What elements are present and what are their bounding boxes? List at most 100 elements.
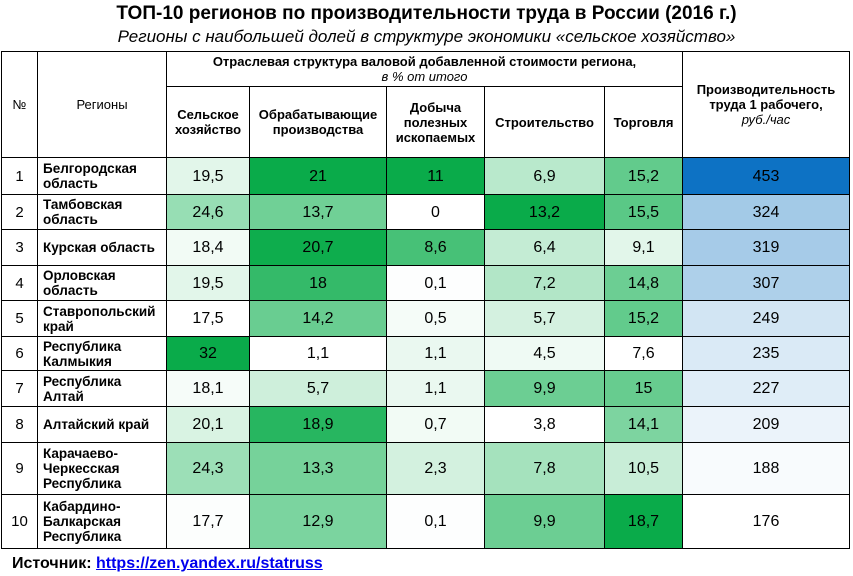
cell-trade: 15,2: [604, 157, 683, 195]
header-col-agriculture: Сельское хозяйство: [166, 86, 250, 158]
cell-trade: 15: [604, 370, 683, 407]
header-col-manufacturing: Обрабатывающие производства: [249, 86, 387, 158]
cell-manufacturing: 13,3: [249, 442, 387, 495]
cell-mining: 0,7: [386, 406, 485, 443]
region-name: Республика Алтай: [37, 370, 167, 407]
cell-productivity: 235: [682, 336, 850, 371]
table-row: 8 Алтайский край 20,1 18,9 0,7 3,8 14,1 209: [1, 406, 850, 443]
source-line: Источник: https://zen.yandex.ru/statruss: [12, 554, 323, 574]
cell-productivity: 176: [682, 494, 850, 549]
header-group: Отраслевая структура валовой добавленной…: [166, 51, 683, 87]
table-row: 3 Курская область 18,4 20,7 8,6 6,4 9,1 319: [1, 229, 850, 266]
cell-mining: 11: [386, 157, 485, 195]
row-number: 5: [1, 300, 38, 337]
row-number: 8: [1, 406, 38, 443]
cell-mining: 1,1: [386, 370, 485, 407]
cell-trade: 15,2: [604, 300, 683, 337]
header-col-trade: Торговля: [604, 86, 683, 158]
cell-agriculture: 18,4: [166, 229, 250, 266]
header-num: №: [1, 51, 38, 158]
cell-construction: 9,9: [484, 494, 605, 549]
cell-agriculture: 18,1: [166, 370, 250, 407]
chart-title: ТОП-10 регионов по производительности тр…: [116, 3, 737, 24]
region-name: Курская область: [37, 229, 167, 266]
header-productivity-label: Производительность труда 1 рабочего,: [696, 82, 836, 112]
cell-productivity: 453: [682, 157, 850, 195]
cell-mining: 0,1: [386, 494, 485, 549]
cell-productivity: 209: [682, 406, 850, 443]
cell-mining: 0,1: [386, 265, 485, 301]
cell-mining: 8,6: [386, 229, 485, 266]
header-col-mining: Добыча полезных ископаемых: [386, 86, 485, 158]
cell-manufacturing: 5,7: [249, 370, 387, 407]
cell-agriculture: 19,5: [166, 157, 250, 195]
cell-construction: 7,8: [484, 442, 605, 495]
cell-trade: 14,8: [604, 265, 683, 301]
table-row: 10 Кабардино-Балкарская Республика 17,7 12,…: [1, 494, 850, 549]
cell-mining: 0: [386, 194, 485, 230]
cell-construction: 6,4: [484, 229, 605, 266]
cell-agriculture: 17,7: [166, 494, 250, 549]
cell-trade: 7,6: [604, 336, 683, 371]
header-productivity-unit: руб./час: [741, 112, 791, 127]
cell-construction: 3,8: [484, 406, 605, 443]
cell-manufacturing: 20,7: [249, 229, 387, 266]
region-name: Алтайский край: [37, 406, 167, 443]
cell-construction: 13,2: [484, 194, 605, 230]
region-name: Республика Калмыкия: [37, 336, 167, 371]
cell-mining: 0,5: [386, 300, 485, 337]
cell-productivity: 188: [682, 442, 850, 495]
source-label: Источник:: [12, 555, 92, 572]
table-row: 5 Ставропольский край 17,5 14,2 0,5 5,7 15,2 24…: [1, 300, 850, 337]
cell-trade: 14,1: [604, 406, 683, 443]
cell-productivity: 307: [682, 265, 850, 301]
cell-mining: 1,1: [386, 336, 485, 371]
cell-agriculture: 24,3: [166, 442, 250, 495]
header-row-top: № Регионы Отраслевая структура валовой д…: [1, 51, 850, 158]
cell-manufacturing: 13,7: [249, 194, 387, 230]
source-link[interactable]: https://zen.yandex.ru/statruss: [95, 555, 323, 572]
header-regions: Регионы: [37, 51, 167, 158]
cell-construction: 5,7: [484, 300, 605, 337]
cell-productivity: 324: [682, 194, 850, 230]
region-name: Карачаево-Черкесская Республика: [37, 442, 167, 495]
region-name: Кабардино-Балкарская Республика: [37, 494, 167, 549]
row-number: 9: [1, 442, 38, 495]
header-productivity: Производительность труда 1 рабочего, руб…: [682, 51, 850, 158]
cell-construction: 7,2: [484, 265, 605, 301]
header-group-label: Отраслевая структура валовой добавленной…: [212, 54, 637, 69]
cell-agriculture: 24,6: [166, 194, 250, 230]
cell-manufacturing: 14,2: [249, 300, 387, 337]
cell-manufacturing: 12,9: [249, 494, 387, 549]
table-body: 1 Белгородская область 19,5 21 11 6,9 15,2 453 2…: [1, 157, 850, 549]
cell-trade: 15,5: [604, 194, 683, 230]
table-row: 6 Республика Калмыкия 32 1,1 1,1 4,5 7,6 235: [1, 336, 850, 371]
region-name: Ставропольский край: [37, 300, 167, 337]
table-row: 4 Орловская область 19,5 18 0,1 7,2 14,8 307: [1, 265, 850, 301]
cell-trade: 9,1: [604, 229, 683, 266]
row-number: 6: [1, 336, 38, 371]
cell-construction: 4,5: [484, 336, 605, 371]
cell-agriculture: 19,5: [166, 265, 250, 301]
cell-manufacturing: 21: [249, 157, 387, 195]
cell-agriculture: 32: [166, 336, 250, 371]
cell-trade: 10,5: [604, 442, 683, 495]
cell-manufacturing: 1,1: [249, 336, 387, 371]
productivity-table: № Регионы Отраслевая структура валовой д…: [1, 51, 850, 549]
cell-agriculture: 17,5: [166, 300, 250, 337]
cell-construction: 9,9: [484, 370, 605, 407]
cell-trade: 18,7: [604, 494, 683, 549]
chart-subtitle: Регионы с наибольшей долей в структуре э…: [117, 27, 736, 46]
table-row: 9 Карачаево-Черкесская Республика 24,3 13,3…: [1, 442, 850, 495]
cell-agriculture: 20,1: [166, 406, 250, 443]
row-number: 7: [1, 370, 38, 407]
cell-productivity: 227: [682, 370, 850, 407]
table-row: 2 Тамбовская область 24,6 13,7 0 13,2 15,5 324: [1, 194, 850, 230]
header-group-unit: в % от итого: [381, 69, 468, 84]
row-number: 4: [1, 265, 38, 301]
region-name: Тамбовская область: [37, 194, 167, 230]
cell-mining: 2,3: [386, 442, 485, 495]
table-row: 1 Белгородская область 19,5 21 11 6,9 15,2 453: [1, 157, 850, 195]
cell-construction: 6,9: [484, 157, 605, 195]
cell-productivity: 249: [682, 300, 850, 337]
